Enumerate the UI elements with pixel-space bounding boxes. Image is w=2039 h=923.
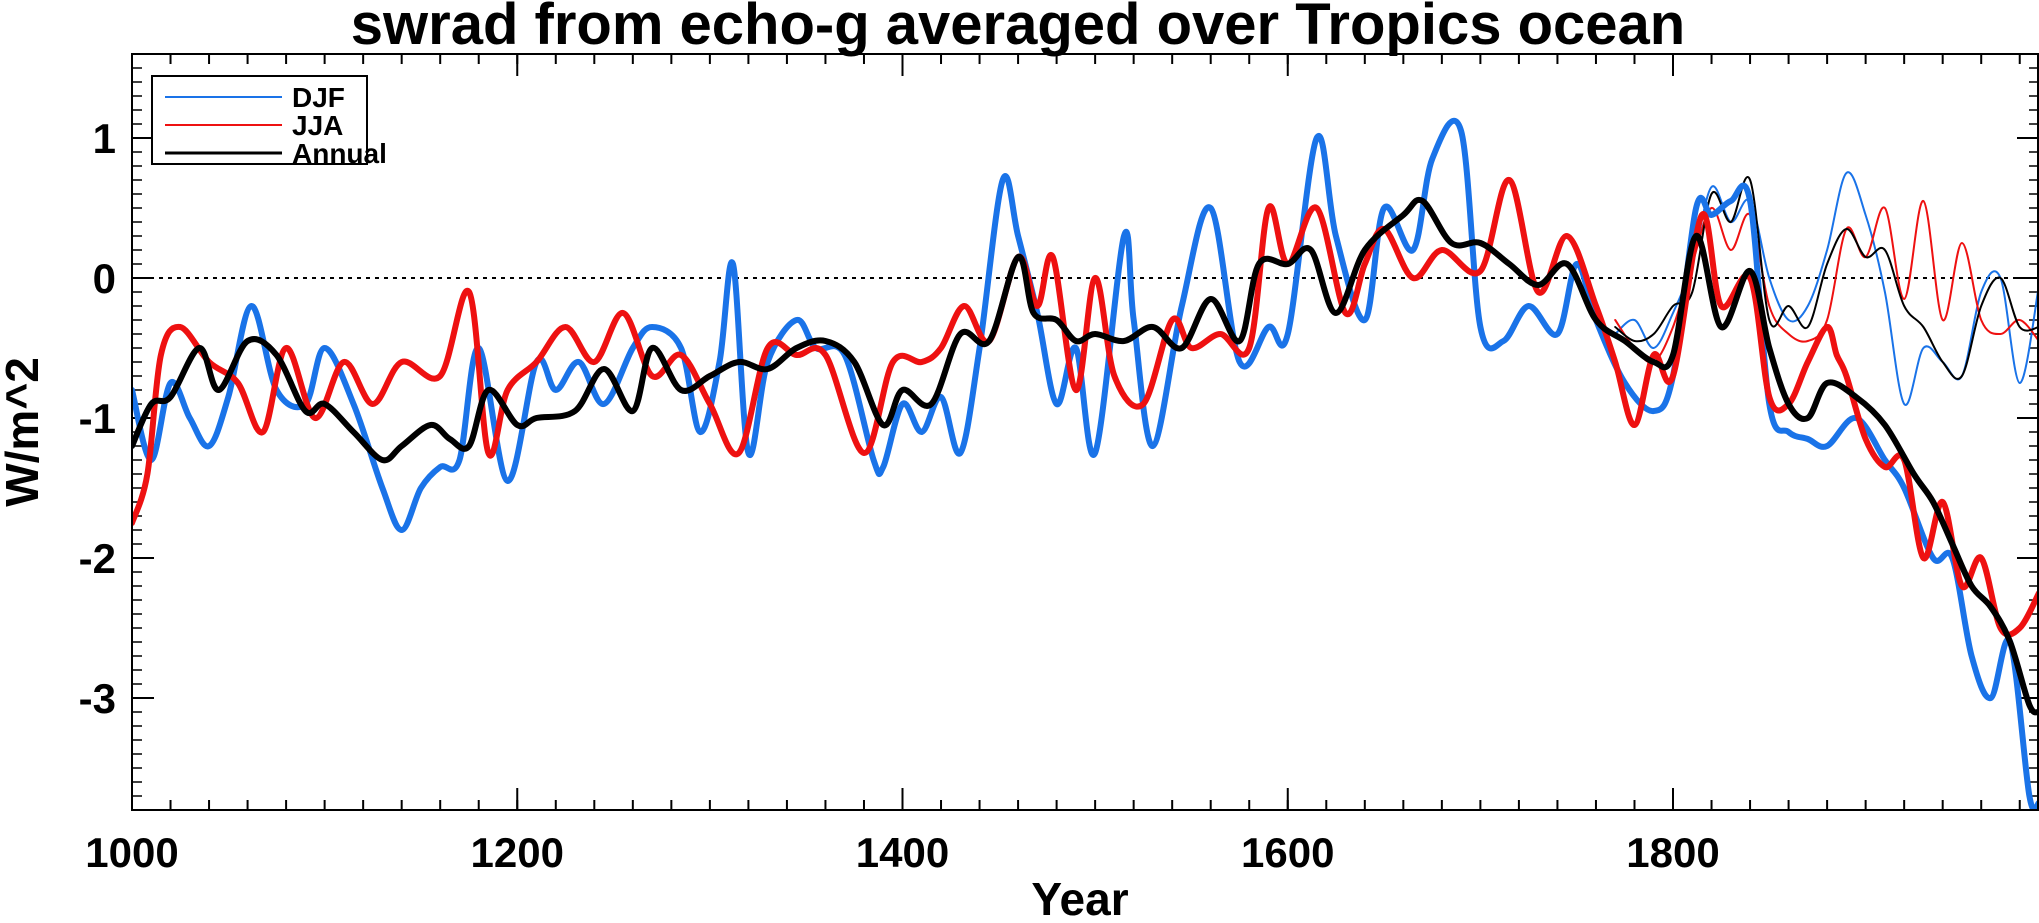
x-tick-label: 1600	[1241, 829, 1334, 876]
x-tick-label: 1400	[856, 829, 949, 876]
legend-label: JJA	[292, 110, 343, 141]
legend-label: Annual	[292, 138, 387, 169]
y-axis-label: W/m^2	[0, 357, 48, 507]
y-tick-label: -3	[79, 675, 116, 722]
series-line-djf	[132, 117, 2039, 810]
series-line-djf-thin	[1614, 171, 2039, 406]
x-tick-label: 1800	[1626, 829, 1719, 876]
y-tick-label: -1	[79, 395, 116, 442]
chart-title: swrad from echo-g averaged over Tropics …	[351, 0, 1685, 57]
x-axis-label: Year	[1031, 873, 1128, 923]
series-group	[132, 117, 2039, 810]
legend-label: DJF	[292, 82, 345, 113]
series-line-annual	[132, 196, 2039, 716]
y-tick-label: -2	[79, 535, 116, 582]
y-tick-label: 0	[93, 255, 116, 302]
y-tick-label: 1	[93, 115, 116, 162]
series-line-annual-thin	[1614, 176, 2039, 380]
x-tick-label: 1200	[471, 829, 564, 876]
x-tick-label: 1000	[85, 829, 178, 876]
legend-box	[151, 75, 368, 165]
tick-labels: 1000 1200 1400 1600 1800 1 0 -1 -2 -3	[79, 115, 1720, 876]
plot-frame	[131, 53, 2039, 811]
